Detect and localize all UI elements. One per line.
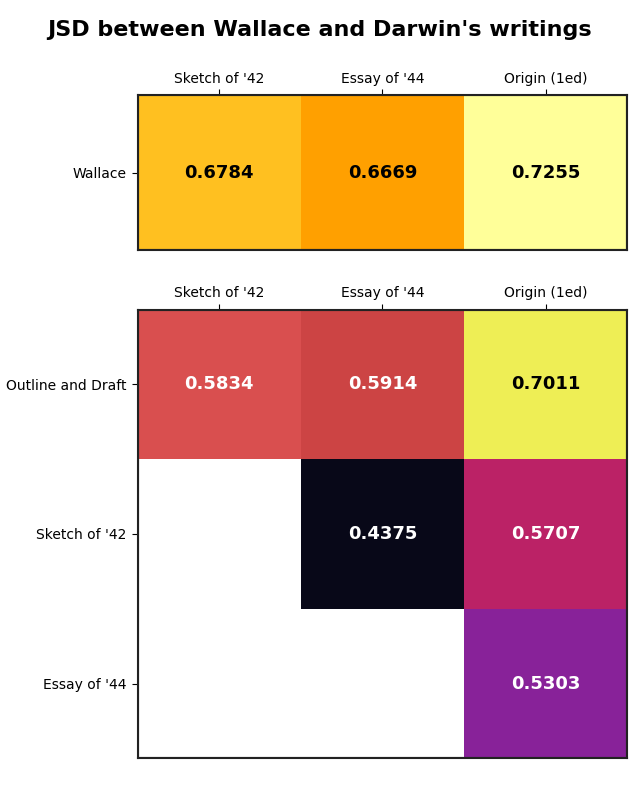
Text: 0.5914: 0.5914 <box>348 376 417 394</box>
Text: 0.6669: 0.6669 <box>348 164 417 182</box>
Bar <box>464 310 627 459</box>
Bar <box>138 95 301 250</box>
Bar <box>464 95 627 250</box>
Text: 0.7011: 0.7011 <box>511 376 580 394</box>
Text: 0.5303: 0.5303 <box>511 674 580 692</box>
Bar <box>301 609 464 758</box>
Bar <box>138 310 301 459</box>
Bar <box>464 459 627 609</box>
Text: 0.7255: 0.7255 <box>511 164 580 182</box>
Text: 0.6784: 0.6784 <box>184 164 254 182</box>
Text: 0.5707: 0.5707 <box>511 525 580 543</box>
Text: JSD between Wallace and Darwin's writings: JSD between Wallace and Darwin's writing… <box>48 20 592 40</box>
Bar <box>138 609 301 758</box>
Bar <box>301 310 464 459</box>
Bar <box>301 459 464 609</box>
Bar <box>464 609 627 758</box>
Text: 0.4375: 0.4375 <box>348 525 417 543</box>
Bar <box>301 95 464 250</box>
Text: 0.5834: 0.5834 <box>184 376 254 394</box>
Bar <box>138 459 301 609</box>
